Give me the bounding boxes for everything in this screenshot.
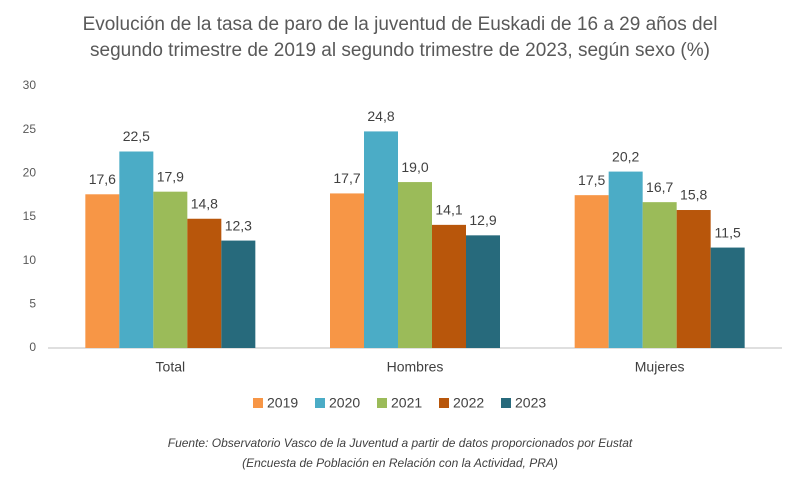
x-tick-label: Hombres	[387, 359, 444, 375]
bar	[153, 191, 188, 348]
data-label: 14,1	[435, 202, 462, 218]
bar	[187, 218, 222, 348]
bar	[221, 240, 256, 348]
legend-label: 2020	[329, 395, 360, 411]
bar	[642, 202, 677, 348]
y-tick-label: 25	[23, 122, 37, 136]
source-note: (Encuesta de Población en Relación con l…	[242, 456, 558, 470]
legend-swatch	[501, 398, 511, 408]
y-tick-label: 15	[23, 209, 37, 223]
data-label: 17,6	[89, 171, 116, 187]
data-label: 19,0	[401, 159, 428, 175]
bar	[398, 182, 432, 348]
data-label: 24,8	[367, 108, 394, 124]
legend-label: 2023	[515, 395, 546, 411]
bar	[85, 194, 120, 348]
bar	[364, 131, 398, 348]
y-tick-label: 10	[23, 253, 37, 267]
legend-swatch	[315, 398, 325, 408]
bar	[676, 210, 711, 348]
bar	[330, 193, 364, 348]
data-label: 17,9	[157, 168, 184, 184]
legend-label: 2019	[267, 395, 298, 411]
y-tick-label: 30	[23, 78, 37, 92]
chart-title: segundo trimestre de 2019 al segundo tri…	[90, 40, 710, 61]
data-label: 15,8	[680, 187, 707, 203]
data-label: 20,2	[612, 148, 639, 164]
source-note: Fuente: Observatorio Vasco de la Juventu…	[168, 436, 633, 450]
data-label: 16,7	[646, 179, 673, 195]
data-label: 12,9	[469, 212, 496, 228]
y-tick-label: 20	[23, 166, 37, 180]
data-label: 14,8	[191, 195, 218, 211]
data-label: 17,7	[333, 170, 360, 186]
data-label: 22,5	[123, 128, 150, 144]
legend-swatch	[439, 398, 449, 408]
x-tick-label: Mujeres	[635, 359, 685, 375]
bar	[608, 171, 643, 348]
data-label: 11,5	[715, 224, 741, 240]
bar	[710, 247, 745, 348]
y-tick-label: 0	[29, 340, 36, 354]
data-label: 17,5	[578, 172, 605, 188]
legend-label: 2021	[391, 395, 422, 411]
bar	[574, 195, 609, 348]
legend-swatch	[377, 398, 387, 408]
y-tick-label: 5	[29, 297, 36, 311]
legend-swatch	[253, 398, 263, 408]
x-tick-label: Total	[156, 359, 186, 375]
bar	[466, 235, 500, 348]
bar	[119, 151, 154, 348]
data-label: 12,3	[225, 217, 252, 233]
legend-label: 2022	[453, 395, 484, 411]
bar	[432, 224, 466, 348]
chart-title: Evolución de la tasa de paro de la juven…	[83, 14, 718, 35]
